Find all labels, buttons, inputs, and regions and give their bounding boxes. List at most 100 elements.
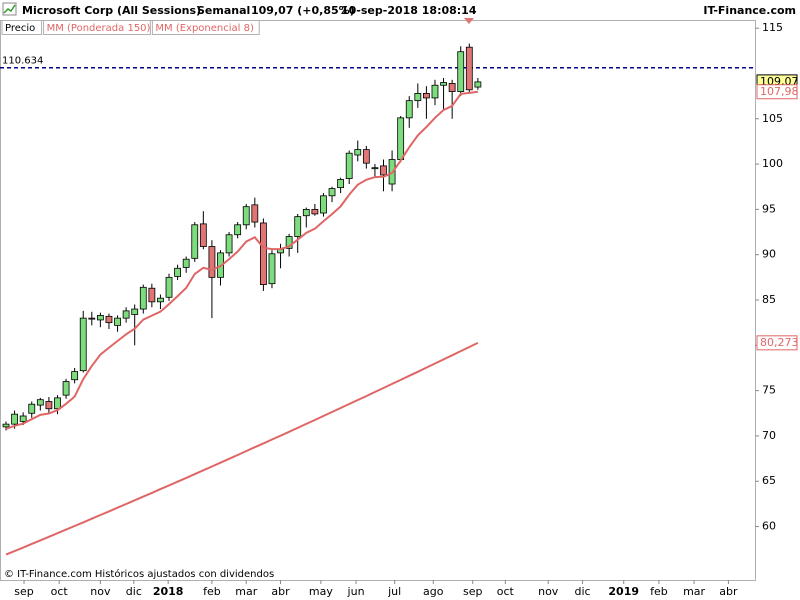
x-tick-label: ago [423,585,444,598]
last-value-label: 107,98 [760,85,799,98]
last-value-box [756,335,798,351]
candle-body [122,310,130,319]
candle-body [28,403,36,414]
last-value-box [756,84,798,100]
y-tick-label: 65 [762,474,776,487]
legend-box [43,20,151,35]
y-tick-label: 105 [762,112,783,125]
x-tick-label: nov [538,585,559,598]
x-tick-label: sep [463,585,482,598]
candle-body [414,92,422,102]
footer: © IT-Finance.com Históricos ajustados co… [4,568,274,580]
candle-body [457,51,465,92]
candle-body [242,206,250,226]
candle-body [191,224,199,259]
candle-body [234,224,242,236]
x-tick-label: 2018 [153,585,184,598]
last-value-label: 80,273 [760,336,799,349]
candle-body [320,195,327,214]
x-tick-label: mar [235,585,257,598]
candle-body [71,371,79,381]
x-tick-label: feb [650,585,668,598]
candle-body [114,317,121,326]
candle-body [465,46,473,91]
x-tick-label: abr [719,585,738,598]
x-tick-label: dic [126,585,142,598]
moving-average [5,341,479,556]
y-tick-label: 85 [762,293,776,306]
y-tick-label: 60 [762,520,776,533]
candle-body [354,149,362,156]
candle-body [440,82,447,86]
candle-body [302,208,310,217]
candle-body [294,216,302,237]
candle-body [199,223,207,247]
logo-icon [2,2,17,16]
candle-body [397,117,405,160]
candle-body [182,258,190,268]
y-tick-label: 70 [762,429,776,442]
candle-body [208,246,216,278]
x-tick-label: jul [387,585,401,598]
candle-body [474,81,482,88]
candle-body [96,315,104,321]
x-tick-label: dic [575,585,591,598]
high-marker [464,18,474,24]
x-tick-label: nov [90,585,111,598]
candle-body [131,308,139,315]
y-tick-label: 75 [762,384,776,397]
candle-body [105,315,113,324]
timestamp: 10-sep-2018 18:08:14 [341,4,477,17]
candle-body [19,415,27,422]
x-tick-label: mar [683,585,705,598]
legend-label: Precio [5,23,35,34]
interval: Semanal [197,4,250,17]
x-tick-label: oct [51,585,69,598]
candle-body [311,208,319,215]
price-change: 109,07 (+0,85%) [251,4,355,17]
candle-body [259,222,267,285]
legend-label: MM (Ponderada 150) [47,23,151,34]
candle-body [165,276,173,298]
legend-box [151,20,260,35]
candle-body [11,413,18,425]
legend-box [1,20,43,35]
candle-body [251,204,259,223]
x-tick-label: 2019 [608,585,639,598]
moving-average [5,90,479,430]
y-tick-label: 95 [762,202,776,215]
candle-body [362,149,370,164]
candle-body [285,236,293,249]
legend-label: MM (Exponencial 8) [155,23,254,34]
x-tick-label: feb [203,585,221,598]
y-tick-label: 115 [762,21,783,34]
chart-title: Microsoft Corp (All Sessions) [22,4,201,17]
candle-body [88,317,96,320]
y-tick-label: 100 [762,157,783,170]
candle-body [328,188,336,197]
candle-body [139,286,147,310]
candle-body [448,83,456,92]
candle-body [174,267,181,277]
candle-body [62,381,70,396]
candle-body [371,167,379,170]
candle-body [79,317,87,372]
candle-body [268,253,276,285]
candle-body [157,297,164,303]
candle-body [405,100,413,119]
candle-body [345,152,353,179]
x-tick-label: abr [271,585,290,598]
candle-body [225,234,233,254]
reference-label: 110.634 [2,56,43,67]
candle-body [423,92,430,99]
x-tick-label: jun [347,585,365,598]
candle-body [54,397,61,410]
candle-body [45,401,53,410]
y-tick-label: 90 [762,248,776,261]
candle-body [431,84,439,99]
x-tick-label: sep [14,585,33,598]
brand: IT-Finance.com [703,4,796,17]
candle-body [2,423,10,428]
